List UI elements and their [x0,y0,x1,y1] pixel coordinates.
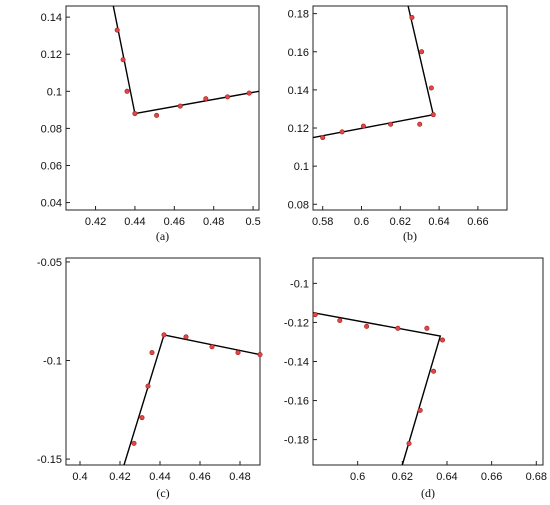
data-point [428,85,434,91]
data-point [132,111,138,117]
data-point [114,27,120,33]
data-point [246,90,252,96]
y-tick-label: 0.14 [288,85,309,97]
y-tick-label: -0.1 [290,278,309,290]
data-point [440,337,446,343]
panel-caption: (d) [421,486,435,500]
data-point [131,440,137,446]
panel-caption: (a) [156,229,169,243]
data-point [320,135,326,141]
chart-panel-4: 0.6 0.62 0.64 0.66 0.68 -0.1 -0.12 -0.14 -0.16 -0… [284,257,547,500]
y-tick-label: 0.14 [41,12,62,24]
data-point [257,352,263,358]
data-point [149,350,155,356]
y-tick-label: 0.12 [41,49,62,61]
y-tick-label: -0.14 [284,357,309,369]
y-tick-label: 0.08 [288,199,309,211]
y-tick-label: -0.05 [37,257,62,269]
x-tick-label: 0.46 [189,471,210,483]
data-point [235,350,241,356]
data-point [395,325,401,331]
data-point [145,383,151,389]
x-tick-label: 0.6 [350,471,365,483]
fitted-line [313,312,442,465]
x-tick-label: 0.62 [390,216,411,228]
x-tick-label: 0.5 [245,216,260,228]
plot-frame [65,257,261,466]
x-tick-label: 0.42 [85,216,106,228]
data-point [161,332,167,338]
chart-panel-1: 0.42 0.44 0.46 0.48 0.5 0.04 0.06 0.08 0.1 0.12 0.… [41,5,261,243]
data-point [177,103,183,109]
data-point [312,312,318,318]
data-point [139,415,145,421]
panel-caption: (c) [156,486,169,500]
y-tick-label: 0.04 [41,198,62,210]
data-point [409,14,415,20]
y-tick-label: -0.16 [284,396,309,408]
x-tick-label: 0.64 [436,471,457,483]
data-point [339,129,345,135]
y-tick-label: 0.1 [47,86,62,98]
x-tick-label: 0.44 [149,471,170,483]
plot-frame [312,5,508,211]
data-point [120,57,126,63]
y-tick-label: 0.16 [288,47,309,59]
data-point [431,368,437,374]
x-tick-label: 0.62 [392,471,413,483]
chart-panel-3: 0.4 0.42 0.44 0.46 0.48 -0.15 -0.1 -0.05 (c) [37,257,263,500]
x-tick-label: 0.66 [481,471,502,483]
data-point [224,94,230,100]
data-point [154,112,160,118]
x-tick-label: 0.64 [428,216,449,228]
data-point [424,325,430,331]
data-point [183,334,189,340]
y-tick-label: -0.1 [43,356,62,368]
data-point [209,344,215,350]
y-tick-label: 0.06 [41,160,62,172]
chart-panel-2: 0.58 0.6 0.62 0.64 0.66 0.08 0.1 0.12 0.14 0.16 0.… [288,5,508,243]
data-point [417,121,423,127]
data-point [124,88,130,94]
data-point [364,323,370,329]
x-tick-label: 0.48 [229,471,250,483]
x-tick-label: 0.46 [164,216,185,228]
y-tick-label: 0.1 [294,161,309,173]
y-tick-label: -0.15 [37,454,62,466]
panel-caption: (b) [403,229,417,243]
data-point [388,121,394,127]
plot-frame [312,257,544,466]
x-tick-label: 0.44 [124,216,145,228]
data-point [406,441,412,447]
y-tick-label: -0.12 [284,317,309,329]
y-tick-label: 0.08 [41,123,62,135]
x-tick-label: 0.42 [109,471,130,483]
x-tick-label: 0.66 [467,216,488,228]
x-tick-label: 0.58 [312,216,333,228]
y-tick-label: -0.18 [284,435,309,447]
x-tick-label: 0.4 [72,471,87,483]
x-tick-label: 0.6 [354,216,369,228]
y-tick-label: 0.12 [288,123,309,135]
data-point [419,49,425,55]
data-point [430,112,436,118]
x-tick-label: 0.68 [526,471,547,483]
y-tick-label: 0.18 [288,9,309,21]
x-tick-label: 0.48 [203,216,224,228]
data-point [360,123,366,129]
data-point [417,407,423,413]
data-point [203,96,209,102]
data-point [337,317,343,323]
